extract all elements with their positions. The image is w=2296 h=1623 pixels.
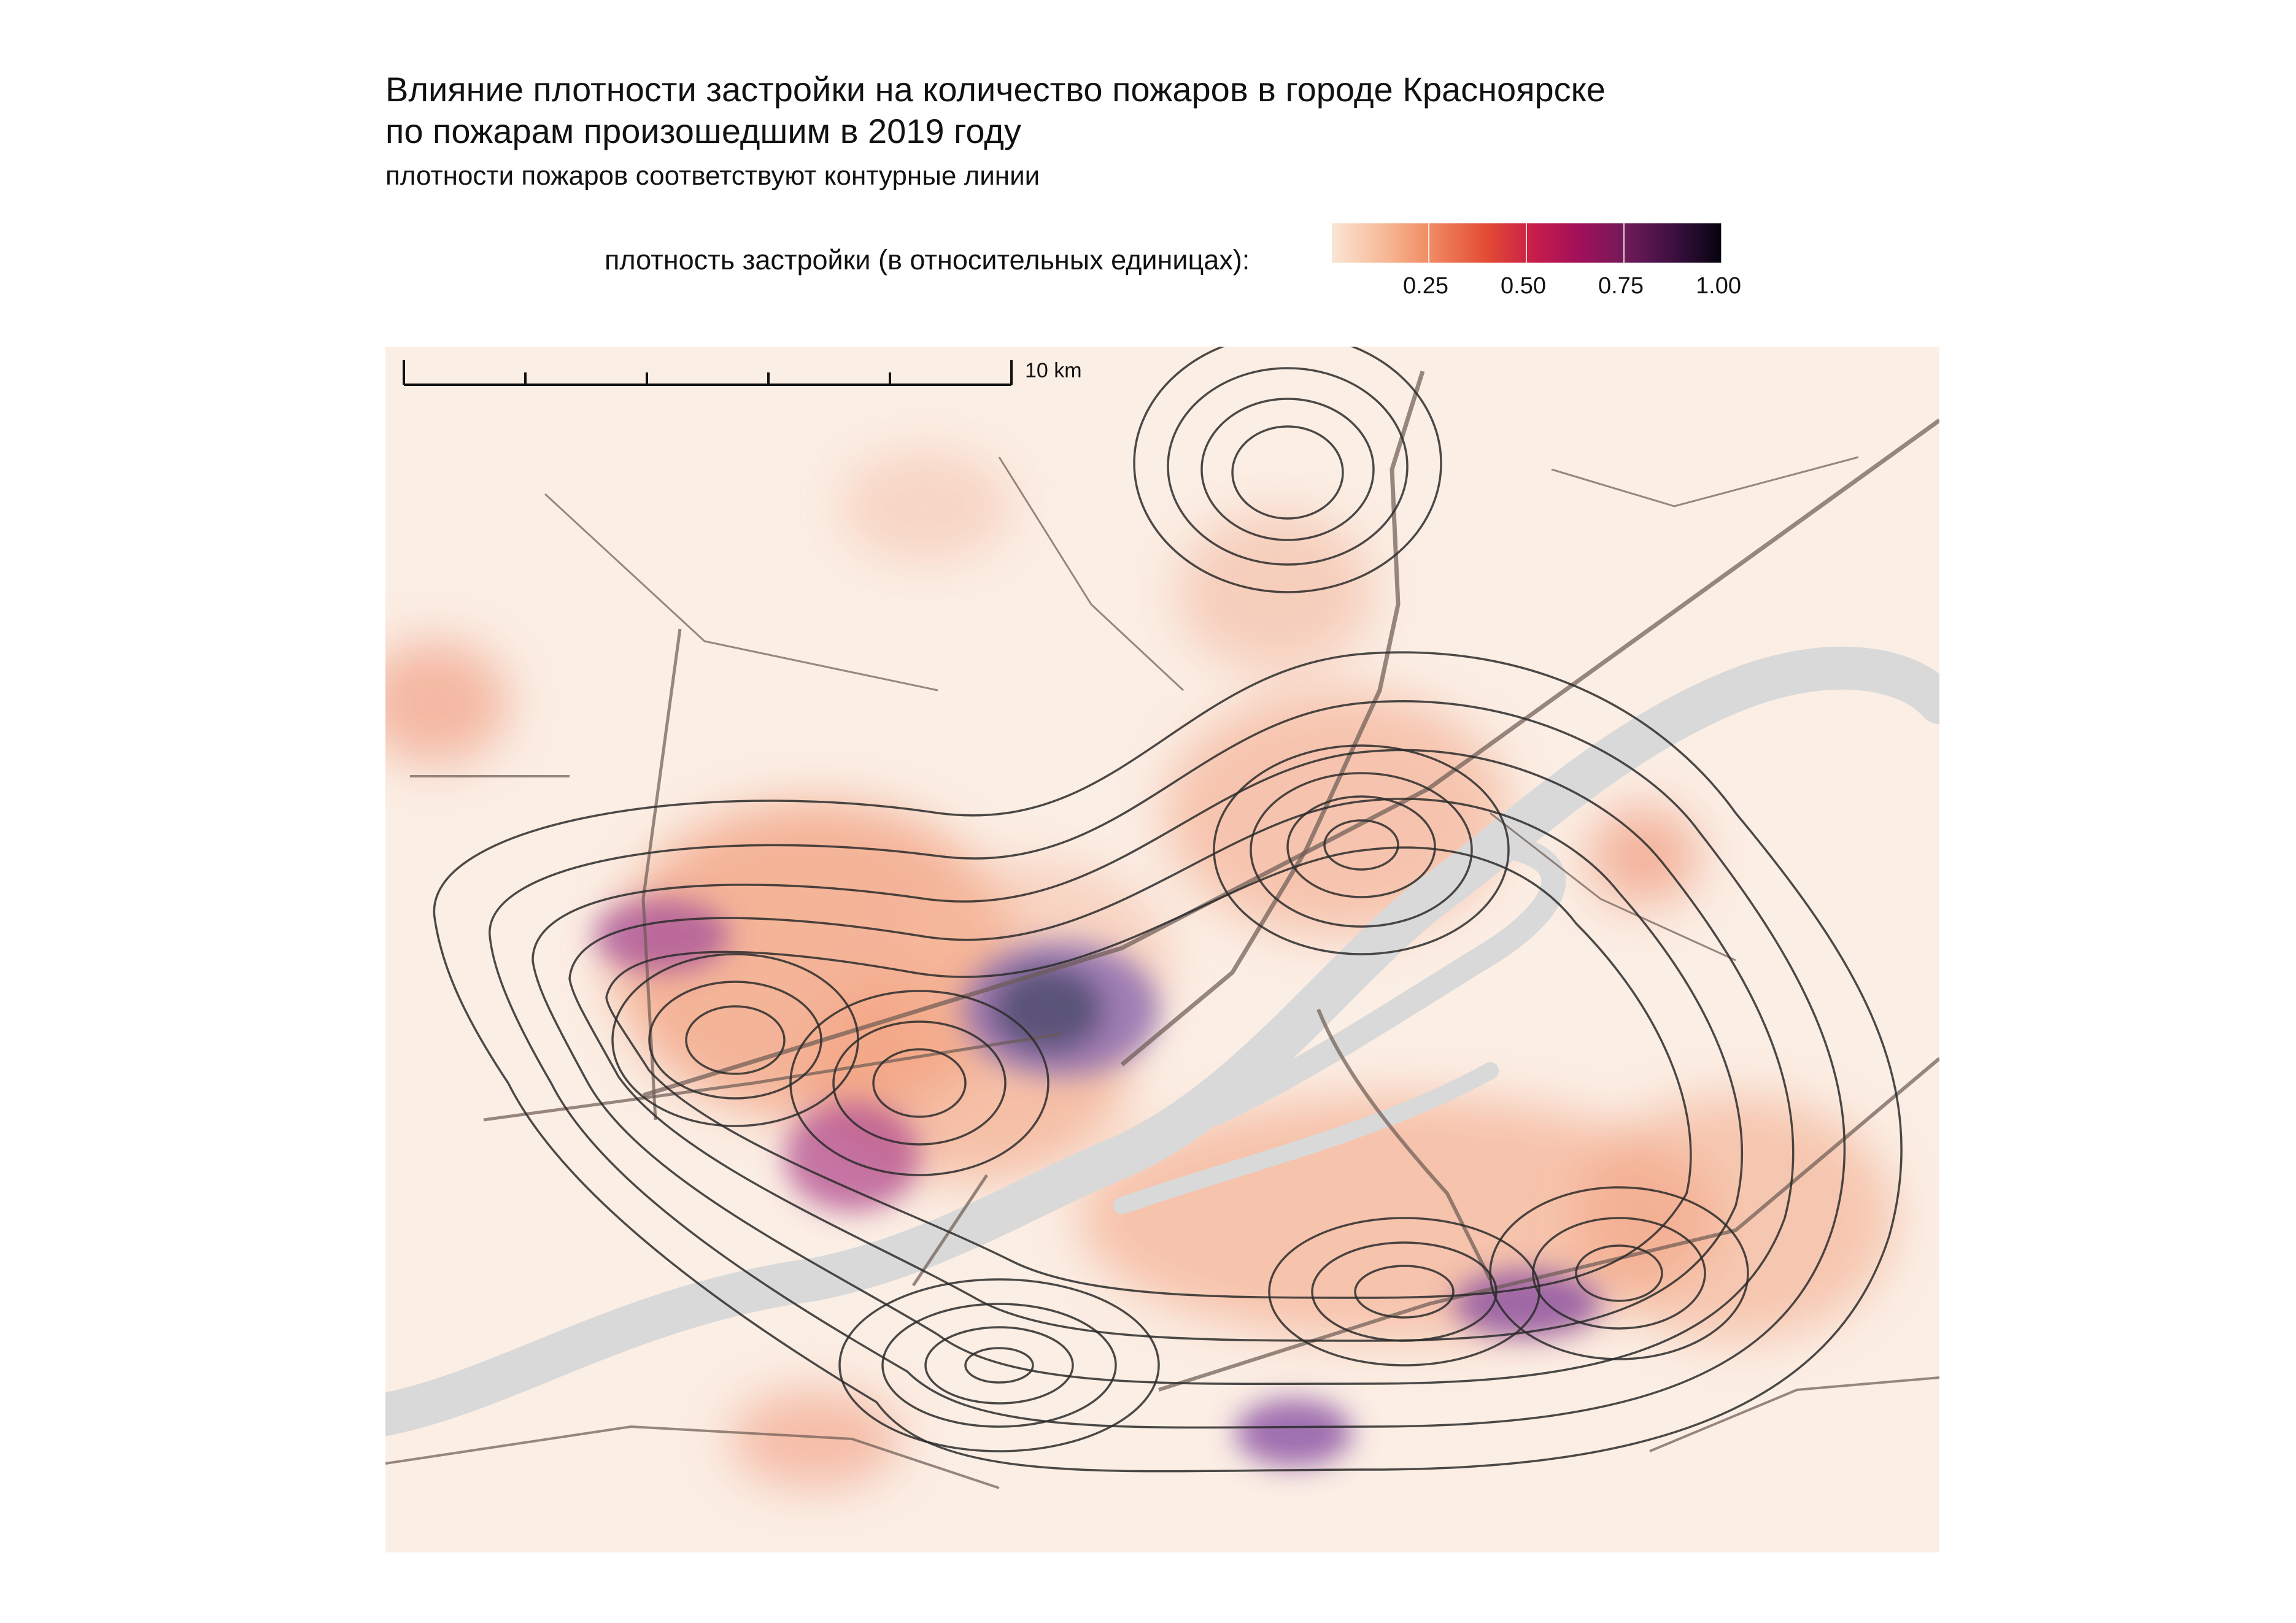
legend-tick-mark	[1428, 223, 1429, 263]
legend-tick-mark	[1526, 223, 1527, 263]
map-canvas: 10 km	[385, 347, 1939, 1489]
subtitle: плотности пожаров соответствуют контурны…	[385, 161, 1040, 191]
legend-value-025: 0.25	[1403, 273, 1448, 299]
density-hotspots	[594, 899, 1601, 1467]
scale-bar-label: 10 km	[1025, 359, 1082, 382]
legend-label: плотность застройки (в относительных еди…	[605, 244, 1250, 276]
legend-colorbar	[1332, 223, 1722, 263]
chart-title: Влияние плотности застройки на количеств…	[385, 69, 1606, 152]
yenisei-river	[385, 646, 1939, 1436]
legend-value-075: 0.75	[1598, 273, 1644, 299]
scale-bar	[403, 360, 1013, 386]
title-line-1: Влияние плотности застройки на количеств…	[385, 70, 1606, 109]
legend-ticks	[1332, 223, 1722, 271]
legend-tick-mark	[1623, 223, 1625, 263]
map-panel[interactable]: 10 km	[385, 347, 1939, 1552]
road-network	[385, 370, 1939, 1489]
legend-value-050: 0.50	[1501, 273, 1546, 299]
fire-density-contours	[433, 347, 1903, 1473]
legend-tick-mark	[1721, 223, 1722, 263]
title-line-2: по пожарам произошедшим в 2019 году	[385, 112, 1021, 150]
legend-value-100: 1.00	[1696, 273, 1741, 299]
